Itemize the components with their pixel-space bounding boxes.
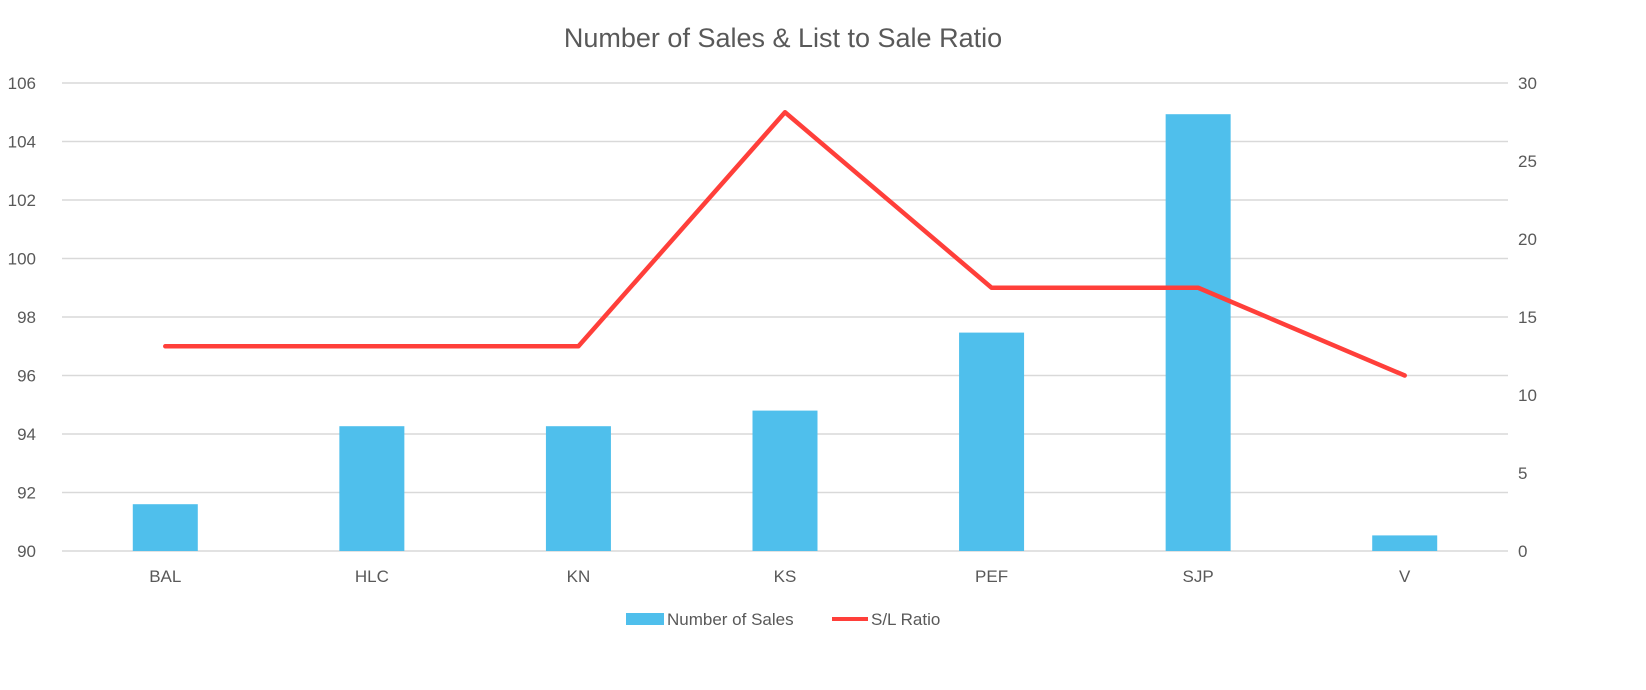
- bar-hlc: [339, 426, 404, 551]
- right-tick-label: 0: [1518, 542, 1527, 561]
- legend-label-bars: Number of Sales: [667, 610, 794, 629]
- right-tick-label: 5: [1518, 464, 1527, 483]
- right-tick-label: 10: [1518, 386, 1537, 405]
- bar-bal: [133, 504, 198, 551]
- legend-swatch-bars: [626, 613, 664, 625]
- legend-label-line: S/L Ratio: [871, 610, 940, 629]
- chart-title: Number of Sales & List to Sale Ratio: [564, 23, 1002, 53]
- right-tick-label: 20: [1518, 230, 1537, 249]
- bar-v: [1372, 535, 1437, 551]
- right-tick-label: 25: [1518, 152, 1537, 171]
- bar-pef: [959, 333, 1024, 551]
- right-tick-label: 15: [1518, 308, 1537, 327]
- bar-sjp: [1166, 114, 1231, 551]
- right-tick-label: 30: [1518, 74, 1537, 93]
- x-tick-label: KS: [774, 567, 797, 586]
- left-tick-label: 96: [17, 367, 36, 386]
- legend: Number of Sales S/L Ratio: [626, 610, 940, 629]
- x-tick-label: PEF: [975, 567, 1008, 586]
- x-tick-label: KN: [567, 567, 591, 586]
- bar-kn: [546, 426, 611, 551]
- x-axis-ticks: BAL HLC KN KS PEF SJP V: [149, 567, 1411, 586]
- bar-series: [133, 114, 1437, 551]
- left-tick-label: 92: [17, 484, 36, 503]
- left-axis-ticks: 90 92 94 96 98 100 102 104 106: [8, 74, 36, 561]
- bar-ks: [753, 411, 818, 551]
- left-tick-label: 94: [17, 425, 36, 444]
- x-tick-label: SJP: [1183, 567, 1214, 586]
- left-tick-label: 90: [17, 542, 36, 561]
- left-tick-label: 106: [8, 74, 36, 93]
- x-tick-label: BAL: [149, 567, 181, 586]
- left-tick-label: 104: [8, 133, 36, 152]
- left-tick-label: 100: [8, 250, 36, 269]
- right-axis-ticks: 0 5 10 15 20 25 30: [1518, 74, 1537, 561]
- x-tick-label: V: [1399, 567, 1411, 586]
- x-tick-label: HLC: [355, 567, 389, 586]
- left-tick-label: 102: [8, 191, 36, 210]
- left-tick-label: 98: [17, 308, 36, 327]
